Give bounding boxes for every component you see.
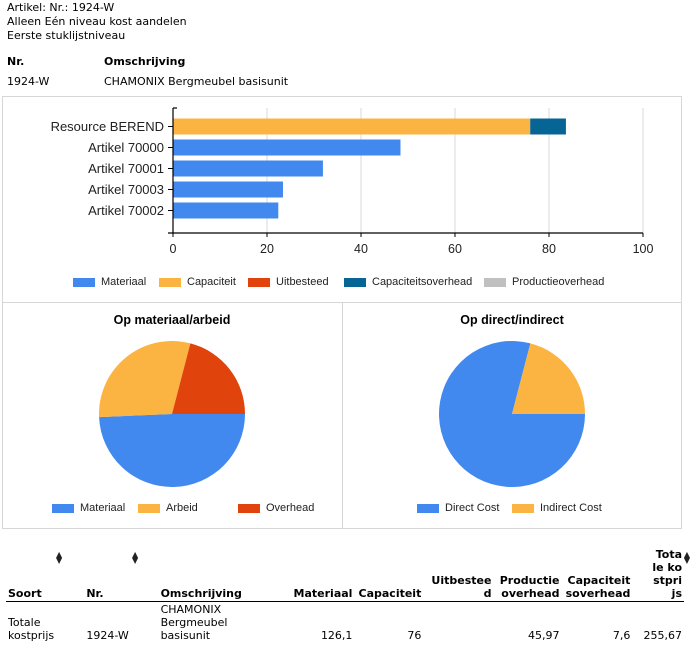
col-materiaal[interactable]: Materiaal (276, 548, 355, 602)
cell-soort: Totale kostprijs (6, 602, 84, 642)
legend-label: Uitbesteed (276, 276, 329, 288)
x-tick-label: 40 (354, 242, 368, 256)
col-soort[interactable]: Soort (6, 548, 85, 602)
cell-omschrijving-text: CHAMONIX Bergmeubel basisunit (160, 603, 228, 642)
legend-swatch (138, 503, 160, 513)
legend-swatch (159, 277, 181, 287)
cell-uitbesteed (423, 602, 493, 643)
legend-swatch (248, 277, 270, 287)
legend-swatch (73, 277, 95, 287)
legend-swatch (52, 503, 74, 513)
legend-label: Direct Cost (445, 502, 500, 514)
cost-table: Soort Nr. Omschrijving Materiaal Capacit… (6, 548, 690, 643)
legend-item-arbeid[interactable]: Arbeid (138, 502, 198, 514)
category-label: Artikel 70003 (88, 182, 164, 197)
header-omschrijving-label: Omschrijving (104, 55, 186, 68)
category-label: Resource BEREND (51, 119, 164, 134)
col-totale-kostprijs[interactable]: Totale kostprijs ▲ ▼ (632, 548, 690, 602)
bar-segment-capaciteitsoverhead[interactable] (530, 118, 566, 135)
legend-item-materiaal[interactable]: Materiaal (73, 276, 146, 288)
pie-title-materiaal-arbeid: Op materiaal/arbeid (113, 313, 231, 327)
legend-item-direct-cost[interactable]: Direct Cost (417, 502, 499, 514)
legend-label: Materiaal (80, 502, 126, 514)
x-tick-label: 100 (633, 242, 654, 256)
legend-item-indirect-cost[interactable]: Indirect Cost (512, 502, 602, 514)
legend-label: Indirect Cost (540, 502, 602, 514)
col-capaciteitsoverhead[interactable]: Capaciteit soverhead (561, 548, 633, 602)
header-omschrijving-value: CHAMONIX Bergmeubel basisunit (104, 75, 289, 88)
pie-slice-materiaal[interactable] (99, 414, 245, 487)
sort-totale-kostprijs-icon[interactable]: ▲ ▼ (683, 550, 690, 565)
legend-swatch (344, 277, 366, 287)
pie-chart-materiaal-arbeid (99, 340, 245, 487)
legend-label: Overhead (266, 502, 315, 514)
bar-segment-materiaal[interactable] (173, 181, 283, 198)
legend-label: Capaciteitsoverhead (372, 276, 473, 288)
charts-divider-vertical (342, 302, 343, 529)
legend-swatch (417, 503, 439, 513)
cell-capaciteitsoverhead: 7,6 (612, 629, 631, 642)
legend-label: Productieoverhead (512, 276, 605, 288)
legend-item-materiaal[interactable]: Materiaal (52, 502, 125, 514)
x-tick-label: 0 (170, 242, 177, 256)
pie-chart-direct-indirect (438, 341, 585, 487)
col-totale-kostprijs-label: Totale kostprijs (652, 548, 682, 600)
bom-level: Eerste stuklijstniveau (7, 29, 126, 42)
legend-item-uitbesteed[interactable]: Uitbesteed (248, 276, 329, 288)
category-label: Artikel 70001 (88, 161, 164, 176)
legend-swatch (512, 503, 534, 513)
legend-item-overhead[interactable]: Overhead (238, 502, 314, 514)
legend-item-capaciteitsoverhead[interactable]: Capaciteitsoverhead (344, 276, 472, 288)
x-tick-label: 20 (260, 242, 274, 256)
table-row[interactable]: Totale kostprijs 1924-W CHAMONIX Bergmeu… (6, 602, 684, 643)
col-omschrijving[interactable]: Omschrijving (158, 548, 277, 602)
cell-omschrijving: CHAMONIX Bergmeubel basisunit (159, 602, 277, 642)
pie-slice-arbeid[interactable] (99, 340, 191, 418)
cell-soort-text: Totale kostprijs (8, 616, 55, 642)
pie-slice-direct-cost[interactable] (438, 341, 585, 487)
legend-label: Capaciteit (187, 276, 236, 288)
x-tick-label: 80 (542, 242, 556, 256)
cell-capaciteit: 76 (407, 629, 422, 642)
bar-segment-materiaal[interactable] (173, 202, 279, 219)
legend-item-productieoverhead[interactable]: Productieoverhead (484, 276, 604, 288)
cell-nr: 1924-W (86, 629, 129, 642)
cost-share-mode: Alleen Eén niveau kost aandelen (7, 15, 187, 28)
bar-chart: Resource BEREND Artikel 70000 Artikel 7000… (51, 107, 654, 256)
category-label: Artikel 70000 (88, 140, 164, 155)
legend-swatch (238, 503, 260, 513)
cell-totale-kostprijs: 255,67 (643, 629, 683, 642)
cell-productieoverhead: 45,97 (528, 629, 560, 642)
cell-materiaal: 126,1 (320, 629, 353, 642)
cost-table-header: Soort Nr. Omschrijving Materiaal Capacit… (6, 548, 690, 602)
header-nr-label: Nr. (7, 55, 25, 68)
pie-slice-overhead[interactable] (172, 343, 245, 414)
col-capaciteit[interactable]: Capaciteit (354, 548, 424, 602)
bar-segment-capaciteit[interactable] (173, 118, 531, 135)
legend-item-capaciteit[interactable]: Capaciteit (159, 276, 236, 288)
article-title: Artikel: Nr.: 1924-W (7, 1, 115, 14)
legend-swatch (484, 277, 506, 287)
header-nr-value: 1924-W (7, 75, 50, 88)
pie-slice-indirect-cost[interactable] (512, 343, 585, 414)
legend-label: Materiaal (101, 276, 147, 288)
bar-segment-materiaal[interactable] (173, 139, 401, 156)
col-productieoverhead[interactable]: Productie overhead (493, 548, 562, 602)
category-label: Artikel 70002 (88, 203, 164, 218)
legend-label: Arbeid (166, 502, 198, 514)
col-nr[interactable]: Nr. (84, 548, 159, 602)
pie-title-direct-indirect: Op direct/indirect (460, 313, 564, 327)
bar-segment-materiaal[interactable] (173, 160, 323, 177)
col-uitbesteed[interactable]: Uitbesteed (423, 548, 494, 602)
x-tick-label: 60 (448, 242, 462, 256)
